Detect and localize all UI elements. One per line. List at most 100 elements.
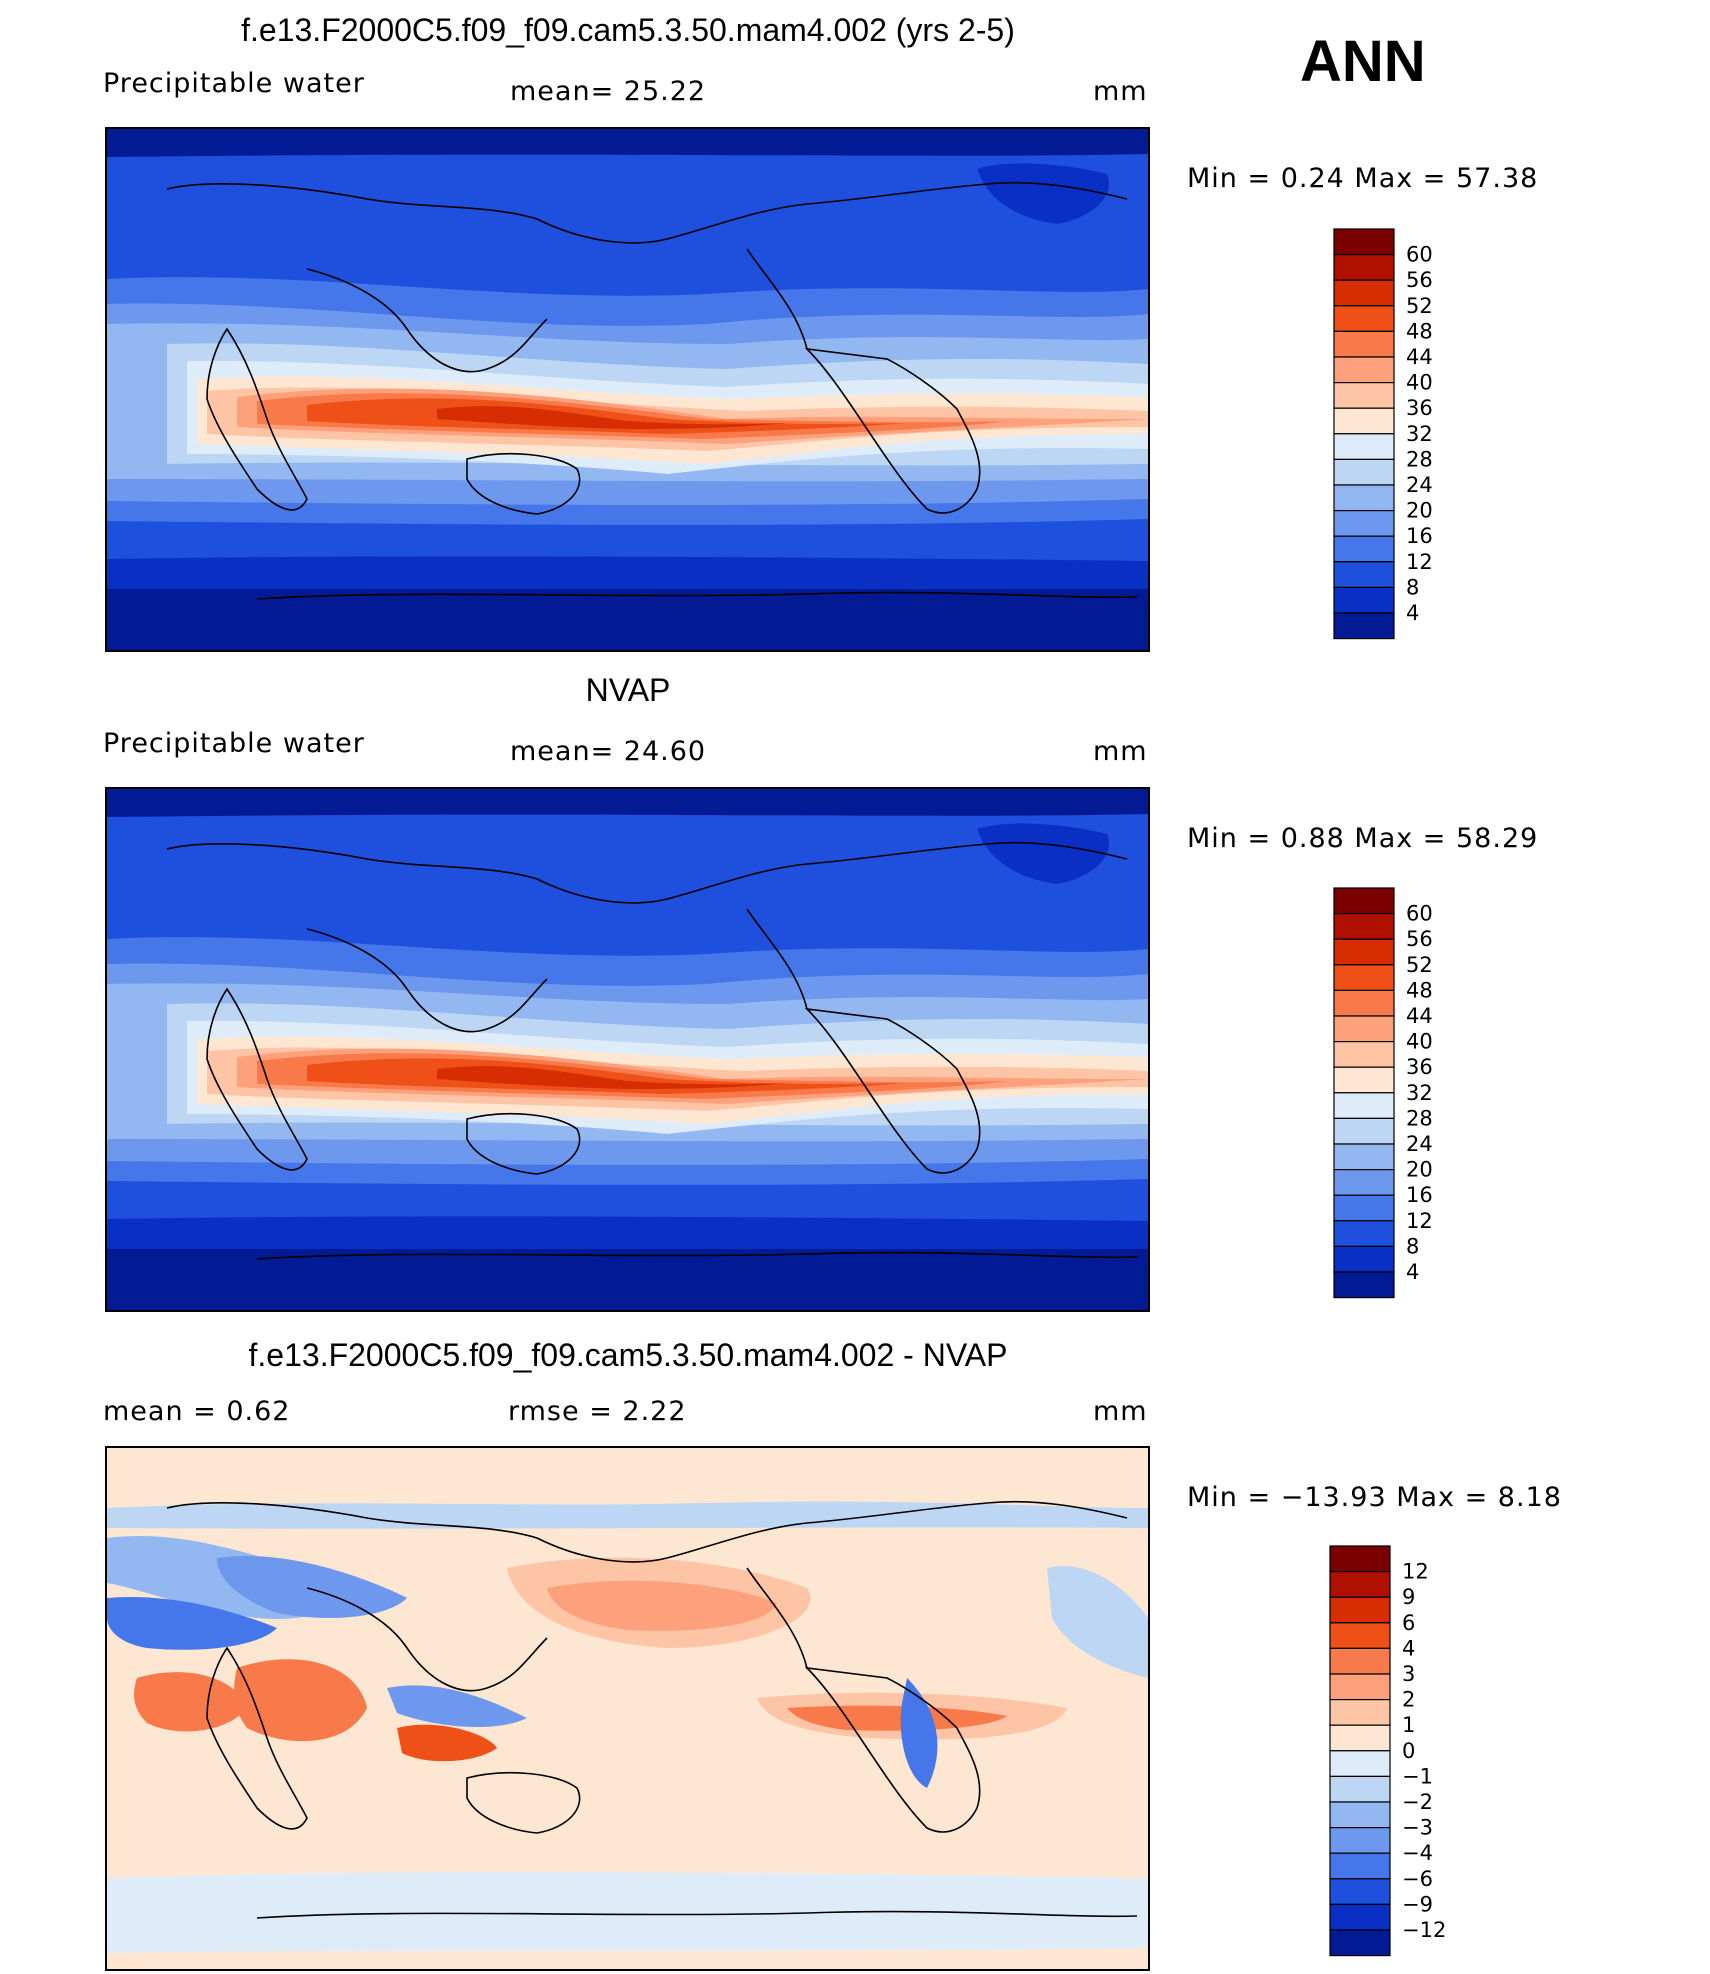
coastline [746, 248, 808, 350]
colorbar-swatch [1329, 1596, 1391, 1624]
coastline [206, 987, 308, 1171]
colorbar-swatch [1329, 1545, 1391, 1573]
colorbar-swatch [1333, 887, 1395, 915]
colorbar-swatch [1333, 407, 1395, 435]
colorbar-swatch [1329, 1801, 1391, 1829]
colorbar-swatch [1333, 1169, 1395, 1196]
colorbar-tick-label: −4 [1402, 1841, 1433, 1865]
colorbar-tick-label: 36 [1406, 396, 1433, 420]
colorbar-swatch [1329, 1929, 1391, 1957]
coastline [746, 1567, 808, 1669]
colorbar-swatch [1329, 1622, 1391, 1650]
panel-3-mean-label: mean = 0.62 [103, 1396, 291, 1427]
panel-2-contour-plot [107, 789, 1148, 1310]
coastline [206, 327, 308, 511]
panel-2-map [105, 787, 1150, 1312]
coastline [206, 1646, 308, 1830]
colorbar-tick-label: 36 [1406, 1055, 1433, 1079]
contour-band [977, 163, 1109, 224]
contour-band [1047, 1566, 1148, 1678]
contour-band [107, 1216, 1148, 1249]
panel-2-variable-label: Precipitable water [103, 728, 365, 759]
contour-band [107, 589, 1148, 650]
colorbar-swatch [1333, 1015, 1395, 1043]
colorbar-tick-label: 16 [1406, 1183, 1433, 1207]
colorbar-swatch [1333, 938, 1395, 966]
coastline [746, 908, 808, 1010]
colorbar-swatch [1333, 1117, 1395, 1145]
colorbar-tick-label: 60 [1406, 902, 1433, 926]
colorbar-swatch [1333, 964, 1395, 992]
colorbar-swatch [1333, 535, 1395, 563]
colorbar-swatch [1329, 1647, 1391, 1675]
colorbar-swatch [1333, 1271, 1395, 1299]
colorbar-tick-label: 8 [1406, 1234, 1419, 1258]
colorbar-tick-label: −1 [1402, 1764, 1433, 1788]
colorbar-swatch [1333, 561, 1395, 588]
coastline [306, 1587, 548, 1692]
panel-1-map [105, 127, 1150, 652]
panel-3-map [105, 1446, 1150, 1971]
panel-3-minmax: Min = −13.93 Max = 8.18 [1187, 1482, 1562, 1513]
colorbar-tick-label: 9 [1402, 1585, 1415, 1609]
colorbar-swatch [1329, 1852, 1391, 1880]
colorbar-tick-label: 12 [1402, 1560, 1429, 1584]
panel-1-colorbar: 60 56 52 48 44 40 36 32 28 24 20 16 12 8 4 [1333, 228, 1474, 644]
colorbar-tick-label: 12 [1406, 550, 1433, 574]
coastline [466, 453, 581, 515]
coastline [256, 591, 1138, 600]
colorbar-swatch [1333, 228, 1395, 256]
contour-band [900, 1678, 938, 1788]
colorbar-swatch [1333, 330, 1395, 358]
colorbar-swatch [1329, 1699, 1391, 1726]
colorbar-swatch [1333, 433, 1395, 461]
panel-3-contour-plot [107, 1448, 1148, 1969]
colorbar-tick-label: 56 [1406, 268, 1433, 292]
colorbar-swatch [1333, 1194, 1395, 1222]
colorbar-tick-label: 4 [1406, 601, 1419, 625]
coastline [306, 928, 548, 1033]
colorbar-tick-label: −6 [1402, 1867, 1433, 1891]
colorbar-tick-label: 60 [1406, 243, 1433, 267]
colorbar-tick-label: 32 [1406, 1081, 1433, 1105]
colorbar-swatch [1329, 1571, 1391, 1598]
panel-1-mean-label: mean= 25.22 [510, 76, 707, 107]
colorbar-tick-label: 0 [1402, 1739, 1415, 1763]
contour-band [437, 1066, 787, 1089]
coastline [166, 841, 1128, 904]
colorbar-tick-label: 48 [1406, 319, 1433, 343]
colorbar-tick-label: 56 [1406, 927, 1433, 951]
colorbar-swatch [1333, 1092, 1395, 1120]
colorbar-swatch [1333, 510, 1395, 537]
colorbar-swatch [1333, 279, 1395, 307]
colorbar-tick-label: 6 [1402, 1611, 1415, 1635]
contour-band [107, 1249, 1148, 1310]
contour-band [977, 823, 1109, 884]
coastline [166, 1500, 1128, 1563]
colorbar-swatch [1333, 382, 1395, 409]
colorbar-swatch [1329, 1724, 1391, 1752]
panel-2-title: NVAP [585, 672, 671, 708]
panel-1-minmax: Min = 0.24 Max = 57.38 [1187, 163, 1539, 194]
colorbar-tick-label: −12 [1402, 1918, 1446, 1942]
panel-1-title: f.e13.F2000C5.f09_f09.cam5.3.50.mam4.002… [241, 12, 1015, 48]
colorbar-swatch [1333, 1041, 1395, 1068]
contour-band [217, 1556, 407, 1618]
colorbar-swatch [1333, 1220, 1395, 1247]
colorbar-swatch [1333, 989, 1395, 1017]
coastline [306, 268, 548, 373]
coastline [804, 1666, 981, 1833]
colorbar-swatch [1333, 1066, 1395, 1094]
coastline [256, 1251, 1138, 1260]
coastline [466, 1772, 581, 1834]
colorbar-tick-label: 44 [1406, 1004, 1433, 1028]
contour-band [107, 1501, 1148, 1529]
panel-1-contour-plot [107, 129, 1148, 650]
colorbar-tick-label: 1 [1402, 1713, 1415, 1737]
colorbar-tick-label: −2 [1402, 1790, 1433, 1814]
contour-band [397, 1724, 497, 1762]
panel-2-unit-label: mm [1093, 736, 1148, 767]
colorbar-tick-label: 28 [1406, 447, 1433, 471]
